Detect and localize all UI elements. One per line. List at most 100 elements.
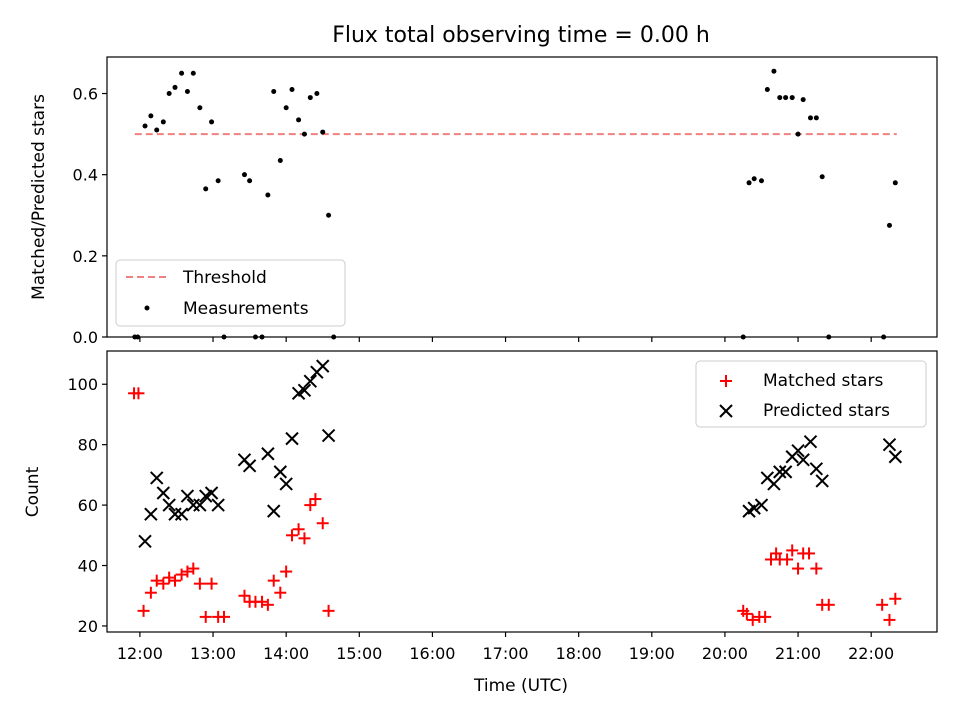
bottom-xtick-label: 15:00 [336,644,382,663]
predicted-star-point [186,498,200,512]
matched-star-point [309,493,322,506]
bottom-xtick-label: 18:00 [556,644,602,663]
matched-star-point [256,595,269,608]
top-panel: Matched/Predicted stars 0.0 0.2 0.4 0.6 Thr… [29,56,938,347]
matched-star-point [740,607,753,620]
measurement-point [813,115,819,121]
measurement-point [179,70,185,76]
measurement-point [142,123,148,129]
measurement-point [807,115,813,121]
predicted-star-point [316,359,330,373]
measurement-point [154,127,160,133]
matched-star-point [169,574,182,587]
bottom-xtick-label: 16:00 [409,644,455,663]
measurement-point [326,212,332,218]
measurement-point [259,334,265,340]
predicted-star-point [204,486,219,500]
matched-star-point [781,553,794,566]
bottom-legend-matched-swatch [720,375,732,387]
predicted-star-point [168,507,182,521]
measurement-point [881,334,887,340]
matched-star-point [150,574,163,587]
predicted-star-point [261,447,275,461]
measurement-point [283,105,289,111]
measurement-point [740,334,746,340]
bottom-legend-predicted-label: Predicted stars [763,401,890,421]
predicted-star-point [796,453,810,467]
measurement-point [771,68,777,74]
predicted-star-point [809,462,824,476]
predicted-star-point [156,486,171,500]
top-legend: Threshold Measurements [115,259,346,327]
measurement-point [135,334,141,340]
bottom-ytick-label: 20 [78,617,98,636]
measurement-point [331,334,337,340]
matched-star-point [316,517,329,530]
predicted-star-point [803,434,818,449]
measurement-point [184,88,190,94]
predicted-star-point [297,383,312,397]
matched-star-point [803,547,816,560]
predicted-star-point [162,498,176,512]
predicted-star-point [180,489,195,503]
measurement-point [277,157,283,163]
bottom-xtick-label: 12:00 [117,644,163,663]
matched-star-point [770,547,783,560]
measurement-point [296,117,302,123]
measurement-point [215,178,221,184]
measurement-point [777,95,783,101]
predicted-star-point [754,498,769,512]
matched-star-point [193,577,206,590]
matched-star-point [322,604,335,617]
matched-star-point [205,577,218,590]
measurement-point [746,180,752,186]
measurement-point [209,119,215,125]
matched-star-point [746,613,759,626]
matched-star-point [304,499,317,512]
measurement-point [789,95,795,101]
matched-star-point [157,577,170,590]
top-ytick-label: 0.2 [73,247,98,266]
matched-star-point [175,568,188,581]
bottom-xtick-label: 17:00 [482,644,528,663]
chart-title: Flux total observing time = 0.00 h [332,23,710,48]
measurement-point [301,131,307,137]
predicted-star-point [815,474,829,488]
bottom-xtick-label: 14:00 [263,644,309,663]
top-legend-measurements-label: Measurements [183,299,309,319]
bottom-legend-predicted-swatch [719,404,733,418]
matched-star-point [274,586,287,599]
measurement-point [172,84,178,90]
top-legend-threshold-label: Threshold [182,268,267,288]
bottom-ytick-label: 80 [78,436,98,455]
matched-star-point [199,610,212,623]
matched-star-point [261,598,274,611]
bottom-panel: Count Time (UTC) 20 40 60 80 100 12:00 13:00 14… [23,350,938,696]
measurement-point [166,91,172,97]
matched-star-point [163,571,176,584]
bottom-xlabel: Time (UTC) [473,676,568,696]
top-ytick-label: 0.0 [73,328,98,347]
bottom-legend: Matched stars Predicted stars [695,360,927,428]
measurement-point [247,178,253,184]
measurement-point [241,172,247,178]
matched-star-point [238,589,251,602]
bottom-ytick-label: 60 [78,496,98,515]
measurement-point [307,95,313,101]
bottom-legend-matched-label: Matched stars [763,371,883,391]
matched-star-point [810,562,823,575]
measurement-point [221,334,227,340]
matched-star-point [280,565,293,578]
top-ylabel: Matched/Predicted stars [29,94,49,300]
predicted-star-point [767,477,781,491]
matched-star-point [187,562,200,575]
bottom-ytick-label: 100 [67,375,98,394]
bottom-xtick-label: 21:00 [775,644,821,663]
measurement-point [764,86,770,92]
predicted-star-point [150,471,164,485]
measurement-point [265,192,271,198]
matched-star-point [792,562,805,575]
predicted-star-point [144,507,158,521]
predicted-star-point [747,501,761,515]
